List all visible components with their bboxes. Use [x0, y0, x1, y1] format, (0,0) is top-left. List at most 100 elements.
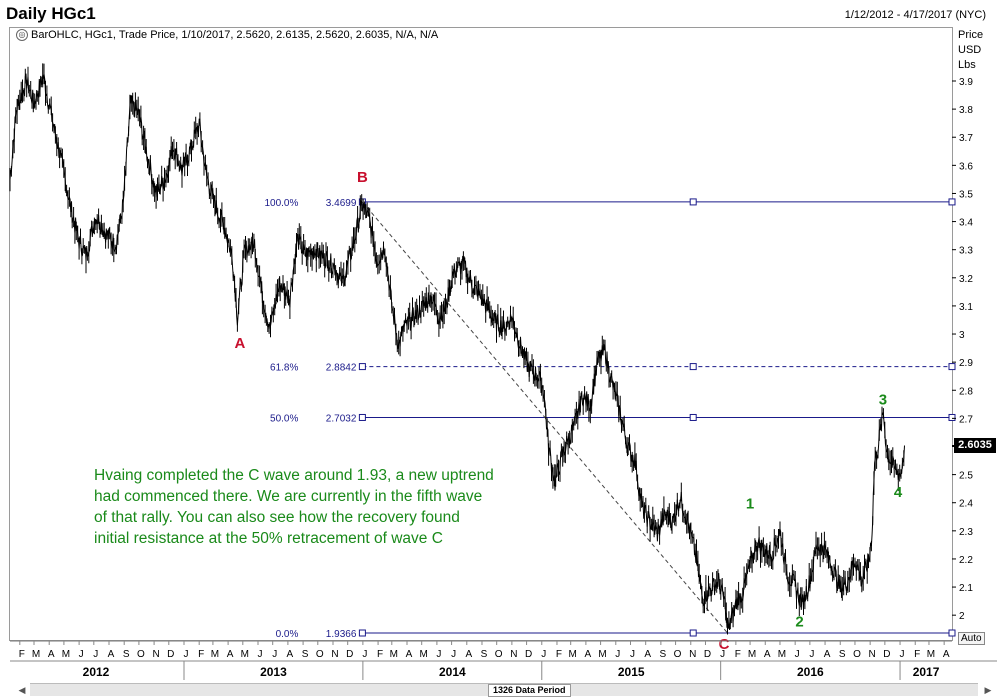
month-tick-label: M [390, 649, 398, 660]
data-period-label: 1326 Data Period [488, 684, 571, 697]
month-tick-label: F [198, 649, 204, 660]
month-tick-label: M [62, 649, 70, 660]
series-settings-icon[interactable]: ◎ [16, 29, 28, 41]
month-tick-label: A [406, 649, 413, 660]
month-tick-label: J [257, 649, 262, 660]
month-tick-label: J [451, 649, 456, 660]
series-info-text: BarOHLC, HGc1, Trade Price, 1/10/2017, 2… [31, 29, 439, 41]
time-scrollbar[interactable]: ◀ 1326 Data Period ▶ [19, 683, 991, 697]
fib-handle [948, 198, 956, 206]
fibonacci-levels: 100.0% 3.4699 61.8% 2.8842 50.0% 2.7032 0.0% 1.… [264, 198, 956, 640]
wave-label-2: 2 [795, 613, 803, 630]
price-axis: 22.12.22.32.42.52.62.72.82.933.13.23.33.… [952, 77, 973, 622]
month-tick-label: D [525, 649, 532, 660]
price-series [9, 63, 905, 635]
month-tick-label: M [420, 649, 428, 660]
month-tick-label: O [495, 649, 503, 660]
month-tick-label: O [674, 649, 682, 660]
month-tick-label: D [704, 649, 711, 660]
month-tick-label: F [735, 649, 741, 660]
price-tick-label: 3 [959, 330, 965, 341]
month-tick-label: M [748, 649, 756, 660]
analysis-annotation: Hvaing completed the C wave around 1.93,… [94, 467, 494, 547]
fib-price-label: 1.9366 [326, 629, 357, 640]
price-tick-label: 3.6 [959, 161, 973, 172]
month-tick-label: J [630, 649, 635, 660]
month-tick-label: J [79, 649, 84, 660]
month-tick-label: J [615, 649, 620, 660]
month-tick-label: S [123, 649, 130, 660]
month-tick-label: S [839, 649, 846, 660]
fib-price-label: 2.8842 [326, 363, 357, 374]
current-price-badge: 2.6035 [954, 438, 996, 453]
price-tick-label: 3.8 [959, 105, 973, 116]
month-tick-label: M [32, 649, 40, 660]
year-label: 2013 [260, 665, 287, 679]
wave-label-a: A [234, 335, 245, 352]
price-tick-label: 3.4 [959, 218, 973, 229]
fib-handle [358, 363, 366, 371]
month-tick-label: N [689, 649, 696, 660]
month-tick-label: O [137, 649, 145, 660]
scroll-left-icon[interactable]: ◀ [18, 685, 26, 695]
month-tick-label: A [764, 649, 771, 660]
month-tick-label: J [272, 649, 277, 660]
price-tick-label: 2.9 [959, 358, 973, 369]
scroll-right-icon[interactable]: ▶ [984, 685, 992, 695]
month-tick-label: D [883, 649, 890, 660]
month-tick-label: J [809, 649, 814, 660]
fib-percent-label: 61.8% [270, 363, 298, 374]
month-tick-label: A [227, 649, 234, 660]
fib-handle [358, 413, 366, 421]
fib-handle [689, 413, 697, 421]
trend-lines [362, 201, 728, 634]
month-tick-label: M [927, 649, 935, 660]
fib-handle [358, 629, 366, 637]
fib-percent-label: 100.0% [264, 198, 298, 209]
month-tick-label: A [465, 649, 472, 660]
price-tick-label: 2.3 [959, 527, 973, 538]
price-tick-label: 3.5 [959, 189, 973, 200]
month-tick-label: J [720, 649, 725, 660]
price-tick-label: 3.9 [959, 77, 973, 88]
year-label: 2016 [797, 665, 824, 679]
month-tick-label: M [778, 649, 786, 660]
fib-handle [948, 629, 956, 637]
price-bars [9, 63, 905, 635]
price-tick-label: 2.8 [959, 386, 973, 397]
month-tick-label: O [853, 649, 861, 660]
month-tick-label: A [48, 649, 55, 660]
month-tick-label: S [302, 649, 309, 660]
month-tick-label: M [569, 649, 577, 660]
fib-price-label: 2.7032 [326, 413, 357, 424]
price-tick-label: 2.7 [959, 414, 973, 425]
month-tick-label: A [585, 649, 592, 660]
month-tick-label: F [914, 649, 920, 660]
chart-title: Daily HGc1 [6, 4, 96, 23]
month-tick-label: J [93, 649, 98, 660]
month-tick-label: M [598, 649, 606, 660]
month-tick-label: A [644, 649, 651, 660]
year-label: 2012 [83, 665, 110, 679]
wave-label-b: B [357, 169, 368, 186]
month-tick-label: M [211, 649, 219, 660]
year-label: 2015 [618, 665, 645, 679]
auto-scale-button[interactable]: Auto [958, 632, 985, 645]
price-tick-label: 2.5 [959, 471, 973, 482]
fib-handle [689, 629, 697, 637]
wave-label-c: C [719, 636, 730, 653]
wave-label-3: 3 [879, 391, 887, 408]
price-axis-header-currency: USD [958, 44, 982, 56]
price-tick-label: 2.2 [959, 555, 973, 566]
price-tick-label: 2 [959, 611, 965, 622]
month-tick-label: A [824, 649, 831, 660]
month-tick-label: O [316, 649, 324, 660]
wave-label-4: 4 [894, 484, 903, 501]
wave-label-1: 1 [746, 495, 754, 512]
fib-percent-label: 50.0% [270, 413, 298, 424]
month-tick-label: N [152, 649, 159, 660]
month-tick-label: N [510, 649, 517, 660]
month-tick-label: J [183, 649, 188, 660]
